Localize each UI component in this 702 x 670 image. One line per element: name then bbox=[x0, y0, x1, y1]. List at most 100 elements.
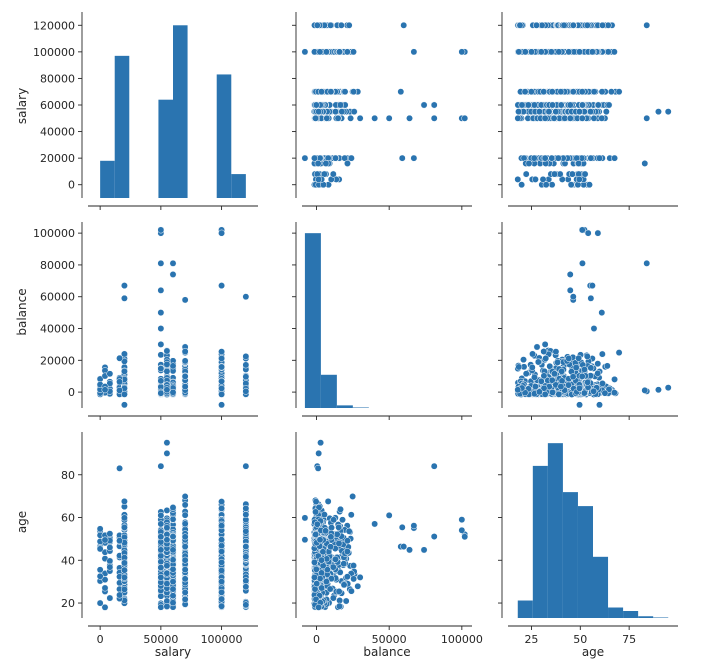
scatter-point bbox=[341, 88, 349, 96]
scatter-point bbox=[242, 361, 250, 369]
scatter-point bbox=[218, 567, 226, 574]
scatter-point bbox=[218, 542, 226, 550]
scatter-point bbox=[106, 594, 114, 602]
scatter-point bbox=[535, 388, 543, 396]
scatter-point bbox=[181, 566, 189, 574]
scatter-point bbox=[314, 160, 322, 167]
scatter-point bbox=[590, 114, 598, 122]
scatter-point bbox=[242, 352, 250, 360]
scatter-point bbox=[569, 21, 577, 29]
scatter-point bbox=[157, 365, 165, 373]
scatter-point bbox=[583, 352, 591, 360]
scatter-point bbox=[521, 88, 529, 96]
scatter-point bbox=[343, 48, 351, 56]
scatter-point bbox=[120, 497, 128, 505]
scatter-point bbox=[218, 377, 226, 385]
scatter-point bbox=[106, 370, 114, 378]
scatter-point bbox=[547, 48, 555, 56]
scatter-point bbox=[157, 309, 165, 317]
scatter-point bbox=[586, 181, 593, 189]
scatter-point bbox=[106, 530, 114, 538]
scatter-point bbox=[515, 48, 523, 56]
y-tick-label: 20000 bbox=[40, 354, 75, 367]
scatter-point bbox=[514, 386, 522, 394]
scatter-point bbox=[218, 588, 226, 596]
scatter-point bbox=[120, 514, 128, 522]
scatter-point bbox=[590, 88, 598, 96]
scatter-point bbox=[578, 88, 586, 96]
scatter-point bbox=[604, 48, 612, 56]
hist-bar bbox=[352, 407, 369, 408]
scatter-point bbox=[181, 575, 189, 583]
hist-bar bbox=[336, 405, 353, 408]
scatter-point bbox=[157, 511, 165, 519]
scatter-point bbox=[101, 386, 109, 394]
scatter-point bbox=[557, 383, 565, 391]
scatter-point bbox=[320, 170, 328, 178]
scatter-point bbox=[163, 506, 171, 514]
scatter-point bbox=[315, 108, 323, 116]
scatter-point bbox=[116, 591, 124, 599]
scatter-point bbox=[583, 21, 591, 29]
scatter-point bbox=[565, 354, 573, 362]
scatter-point bbox=[218, 595, 226, 603]
hist-bar bbox=[100, 160, 115, 198]
scatter-point bbox=[163, 367, 171, 375]
scatter-point bbox=[218, 536, 226, 544]
scatter-point bbox=[578, 114, 586, 122]
scatter-point bbox=[541, 340, 549, 348]
scatter-point bbox=[163, 449, 171, 457]
scatter-point bbox=[157, 564, 165, 572]
scatter-point bbox=[518, 101, 526, 109]
scatter-point bbox=[565, 48, 573, 56]
scatter-point bbox=[242, 577, 250, 585]
scatter-point bbox=[548, 154, 556, 162]
scatter-point bbox=[218, 282, 226, 290]
scatter-point bbox=[540, 348, 548, 355]
scatter-point bbox=[555, 48, 563, 56]
scatter-point bbox=[157, 552, 165, 560]
scatter-point bbox=[116, 378, 124, 386]
scatter-point bbox=[611, 375, 619, 383]
scatter-point bbox=[120, 294, 128, 302]
scatter-point bbox=[548, 181, 556, 189]
scatter-point bbox=[157, 340, 165, 348]
scatter-point bbox=[588, 282, 596, 290]
scatter-point bbox=[347, 154, 355, 162]
y-tick-label: 100000 bbox=[33, 46, 75, 59]
scatter-point bbox=[242, 511, 250, 519]
scatter-point bbox=[655, 108, 662, 116]
scatter-point bbox=[242, 553, 250, 561]
scatter-point bbox=[218, 229, 226, 237]
scatter-point bbox=[169, 546, 177, 554]
scatter-point bbox=[531, 373, 538, 381]
scatter-point bbox=[347, 511, 355, 519]
y-tick-label: 60000 bbox=[40, 291, 75, 304]
scatter-point bbox=[181, 493, 189, 500]
y-tick-label: 60000 bbox=[40, 99, 75, 112]
scatter-point bbox=[664, 384, 672, 392]
scatter-point bbox=[120, 566, 128, 574]
x-tick-label: 100000 bbox=[201, 633, 243, 646]
scatter-point bbox=[576, 384, 583, 392]
scatter-point bbox=[655, 386, 662, 394]
scatter-point bbox=[410, 154, 418, 162]
scatter-point bbox=[601, 389, 609, 397]
panel-salary-vs-age bbox=[498, 12, 678, 210]
scatter-point bbox=[218, 363, 226, 371]
scatter-point bbox=[569, 293, 577, 301]
scatter-point bbox=[371, 114, 379, 122]
scatter-point bbox=[520, 356, 527, 364]
scatter-point bbox=[120, 573, 128, 581]
scatter-point bbox=[400, 21, 408, 29]
scatter-point bbox=[157, 533, 165, 541]
scatter-point bbox=[96, 566, 104, 574]
scatter-point bbox=[157, 259, 165, 267]
scatter-point bbox=[157, 226, 165, 234]
scatter-point bbox=[598, 309, 606, 317]
scatter-point bbox=[578, 101, 586, 109]
scatter-point bbox=[157, 573, 165, 581]
scatter-point bbox=[542, 354, 550, 362]
